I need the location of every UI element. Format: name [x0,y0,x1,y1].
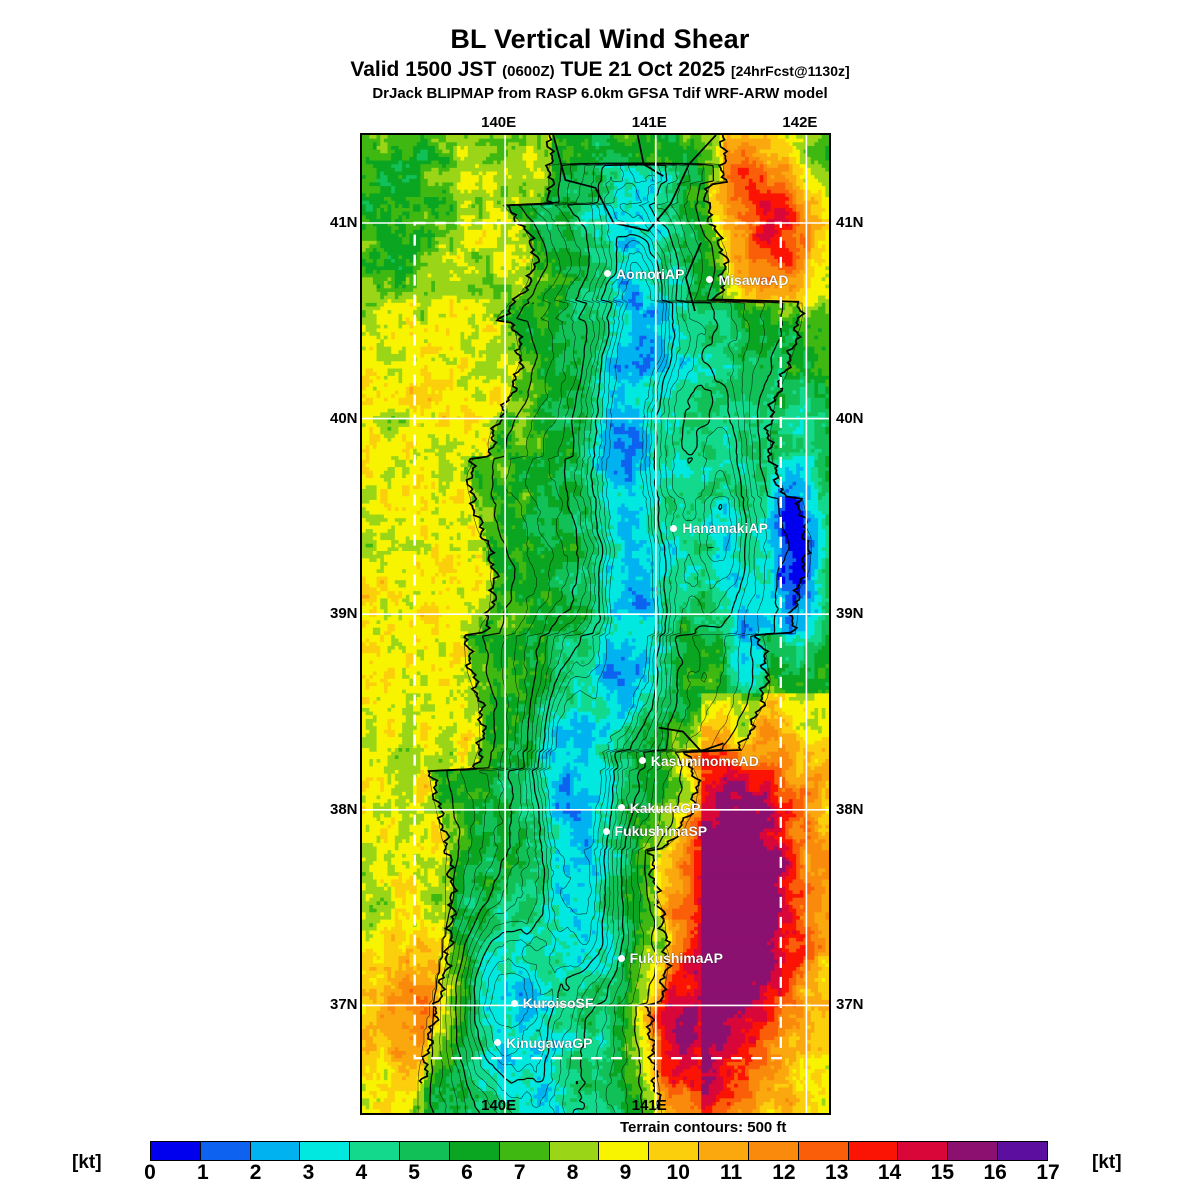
colorbar[interactable] [150,1141,1048,1161]
lon-label-bottom-140E: 140E [481,1097,517,1114]
colorbar-band-17 [998,1142,1047,1160]
forecast-tag: [24hrFcst@1130z] [730,63,850,79]
colorbar-tick-16: 16 [983,1161,1007,1184]
colorbar-band-6 [449,1142,500,1160]
colorbar-band-0 [151,1142,201,1160]
lat-label-right-39N: 39N [836,605,864,623]
colorbar-band-16 [948,1142,999,1160]
colorbar-unit-left: [kt] [72,1152,102,1173]
coastline [418,135,812,1112]
lat-label-right-38N: 38N [836,800,864,818]
valid-time-prefix: Valid 1500 JST [350,58,497,81]
colorbar-band-10 [649,1142,700,1160]
colorbar-band-1 [200,1142,251,1160]
lat-label-left-39N: 39N [330,605,358,623]
colorbar-band-9 [599,1142,650,1160]
colorbar-tick-13: 13 [825,1161,849,1184]
colorbar-tick-7: 7 [513,1161,526,1184]
lon-label-top-140E: 140E [481,114,517,131]
colorbar-band-2 [250,1142,301,1160]
colorbar-band-8 [549,1142,600,1160]
lat-label-left-37N: 37N [330,996,358,1014]
colorbar-tick-9: 9 [619,1161,632,1184]
colorbar-tick-8: 8 [566,1161,579,1184]
colorbar-tick-6: 6 [461,1161,473,1184]
colorbar-band-11 [699,1142,749,1160]
colorbar-band-13 [798,1142,849,1160]
colorbar-tick-15: 15 [930,1161,955,1184]
colorbar-band-15 [898,1142,949,1160]
lon-label-bottom-141E: 141E [631,1097,667,1114]
page-title: BL Vertical Wind Shear [450,24,750,54]
map-canvas[interactable] [360,133,831,1115]
lon-label-top-141E: 141E [631,114,667,131]
terrain-contour-note: Terrain contours: 500 ft [620,1119,787,1136]
valid-time-line: Valid 1500 JST (0600Z) TUE 21 Oct 2025 [… [0,58,1200,82]
subdomain-box [413,221,783,1060]
colorbar-band-3 [300,1142,351,1160]
lat-label-right-37N: 37N [836,996,864,1014]
colorbar-band-5 [400,1142,450,1160]
colorbar-band-12 [748,1142,799,1160]
model-info-line: DrJack BLIPMAP from RASP 6.0km GFSA Tdif… [372,85,828,102]
graticule [362,135,829,1113]
colorbar-tick-11: 11 [719,1161,743,1184]
colorbar-unit-right: [kt] [1092,1152,1122,1173]
colorbar-tick-4: 4 [355,1161,368,1184]
colorbar-tick-5: 5 [408,1161,420,1184]
colorbar-band-7 [499,1142,550,1160]
lat-label-right-40N: 40N [836,409,864,427]
map-raster [362,135,829,1113]
lat-label-left-40N: 40N [330,409,358,427]
colorbar-tick-10: 10 [666,1161,690,1184]
colorbar-band-14 [848,1142,899,1160]
lat-label-left-38N: 38N [330,800,358,818]
shear-field-raster [362,135,829,1113]
colorbar-tick-17: 17 [1036,1161,1060,1184]
colorbar-tick-1: 1 [196,1161,209,1184]
valid-time-utc: (0600Z) [502,63,555,80]
lat-label-left-41N: 41N [330,214,358,232]
colorbar-tick-12: 12 [772,1161,796,1184]
colorbar-tick-14: 14 [877,1161,902,1184]
colorbar-band-4 [350,1142,401,1160]
colorbar-tick-0: 0 [144,1161,156,1184]
terrain-contours [417,162,812,1113]
lat-label-right-41N: 41N [836,214,864,232]
valid-date: TUE 21 Oct 2025 [560,58,726,81]
lon-label-top-142E: 142E [782,114,818,131]
colorbar-tick-2: 2 [249,1161,262,1184]
colorbar-tick-labels: 0 1 2 3 4 5 6 7 8 9 10 11 12 13 14 15 16 17 [144,1161,1060,1191]
colorbar-tick-3: 3 [302,1161,315,1184]
